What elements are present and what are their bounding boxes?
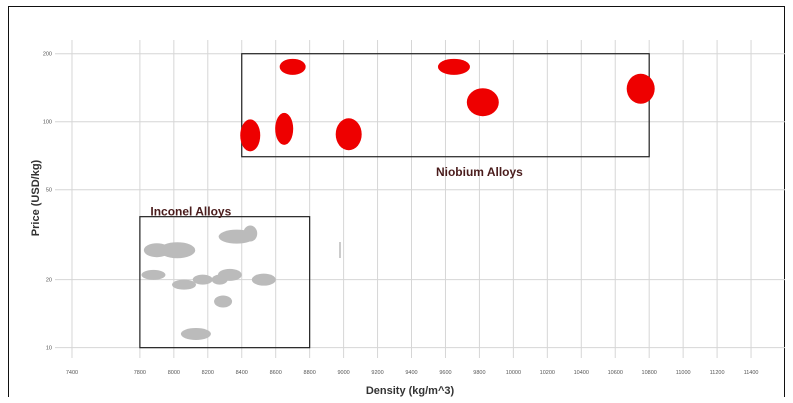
- data-points: [141, 58, 655, 340]
- x-tick-label: 11000: [676, 370, 691, 376]
- data-point: [214, 295, 233, 308]
- group-boxes: [139, 53, 650, 349]
- x-tick-label: 8800: [304, 370, 316, 376]
- x-tick-label: 9400: [405, 370, 417, 376]
- group-label: Inconel Alloys: [150, 205, 231, 219]
- data-point: [180, 327, 211, 340]
- x-tick-label: 8400: [236, 370, 248, 376]
- data-point: [243, 225, 258, 242]
- data-point: [279, 58, 306, 75]
- x-tick-label: 10800: [642, 370, 657, 376]
- x-tick-label: 9000: [337, 370, 349, 376]
- data-point: [466, 88, 499, 117]
- data-point: [251, 273, 276, 286]
- chart-frame: [8, 6, 785, 397]
- data-point: [211, 274, 228, 285]
- group-box: [139, 216, 311, 349]
- data-point: [335, 118, 362, 151]
- y-tick-label: 20: [46, 278, 52, 284]
- x-tick-label: 7400: [66, 370, 78, 376]
- data-point: [275, 112, 294, 145]
- x-tick-label: 10000: [506, 370, 521, 376]
- group-box: [241, 53, 650, 158]
- y-tick-label: 10: [46, 346, 52, 352]
- y-tick-labels: 10 20 50 100 200: [43, 52, 52, 352]
- x-tick-label: 10400: [574, 370, 589, 376]
- x-tick-label: 9800: [473, 370, 485, 376]
- y-tick-label: 200: [43, 52, 52, 58]
- x-tick-label: 11400: [744, 370, 759, 376]
- x-tick-label: 10600: [608, 370, 623, 376]
- data-point: [159, 242, 196, 259]
- data-point: [240, 119, 261, 152]
- x-tick-label: 8600: [270, 370, 282, 376]
- group-labels: Niobium Alloys Inconel Alloys: [150, 165, 523, 219]
- data-point: [141, 269, 166, 280]
- x-tick-label: 10200: [540, 370, 555, 376]
- data-point: [626, 73, 655, 104]
- x-tick-label: 9600: [439, 370, 451, 376]
- grid-lines: [55, 40, 785, 358]
- data-point: [437, 58, 470, 75]
- data-point: [192, 274, 213, 285]
- x-tick-label: 8000: [168, 370, 180, 376]
- x-tick-label: 8200: [202, 370, 214, 376]
- x-tick-label: 9200: [371, 370, 383, 376]
- x-tick-label: 11200: [710, 370, 725, 376]
- x-axis-title: Density (kg/m^3): [366, 385, 455, 397]
- y-tick-label: 50: [46, 188, 52, 194]
- y-axis-title: Price (USD/kg): [30, 159, 42, 236]
- data-point: [172, 279, 197, 290]
- group-label: Niobium Alloys: [436, 165, 523, 179]
- y-tick-label: 100: [43, 120, 52, 126]
- x-tick-labels: 7400 7800 8000 8200 8400 8600 8800 9000 9200 9400…: [66, 370, 759, 376]
- x-tick-label: 7800: [134, 370, 146, 376]
